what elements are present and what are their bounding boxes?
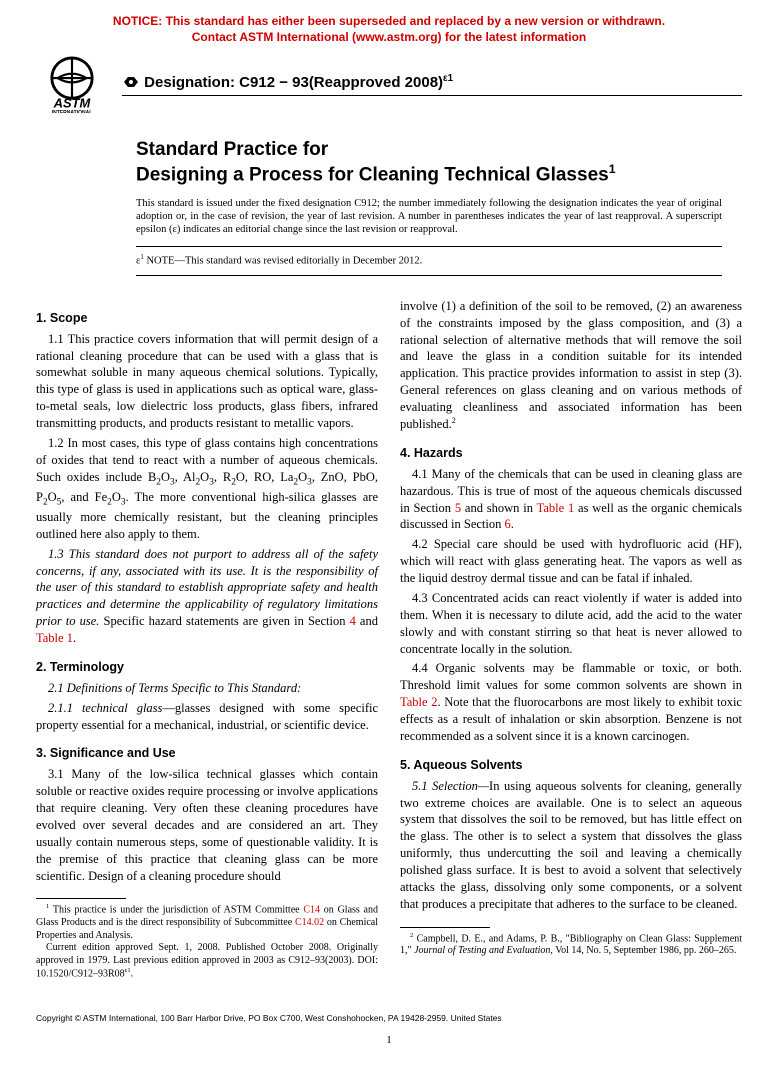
notice-banner: NOTICE: This standard has either been su… <box>36 14 742 45</box>
section-4-head: 4. Hazards <box>400 445 742 462</box>
section-1-head: 1. Scope <box>36 310 378 327</box>
editorial-note: ε1 NOTE—This standard was revised editor… <box>136 246 722 276</box>
logo-text: ASTM <box>53 96 91 111</box>
designation-icon <box>122 75 140 89</box>
left-column: 1. Scope 1.1 This practice covers inform… <box>36 298 378 981</box>
designation-text: Designation: C912 − 93(Reapproved 2008) <box>144 74 443 91</box>
issue-note: This standard is issued under the fixed … <box>136 197 722 236</box>
title-block: Standard Practice for Designing a Proces… <box>136 139 722 276</box>
para-2-1-1: 2.1.1 technical glass—glasses designed w… <box>36 700 378 734</box>
logo-subtext: INTERNATIONAL <box>52 110 93 113</box>
para-3-1: 3.1 Many of the low-silica technical gla… <box>36 766 378 884</box>
copyright-line: Copyright © ASTM International, 100 Barr… <box>36 1013 742 1024</box>
footnote-2: 2 Campbell, D. E., and Adams, P. B., "Bi… <box>400 932 742 958</box>
footnote-1: 1 This practice is under the jurisdictio… <box>36 903 378 942</box>
astm-logo: ASTM INTERNATIONAL <box>36 55 108 113</box>
para-1-2: 1.2 In most cases, this type of glass co… <box>36 435 378 543</box>
notice-line1: NOTICE: This standard has either been su… <box>113 14 665 28</box>
header-rule <box>122 95 742 96</box>
ref-table-1[interactable]: Table 1 <box>36 631 73 645</box>
para-2-1: 2.1 Definitions of Terms Specific to Thi… <box>36 680 378 697</box>
designation-suffix: ε1 <box>443 73 453 84</box>
para-4-4: 4.4 Organic solvents may be flammable or… <box>400 660 742 744</box>
section-2-head: 2. Terminology <box>36 659 378 676</box>
footnote-rule-left <box>36 898 126 899</box>
body-columns: 1. Scope 1.1 This practice covers inform… <box>36 298 742 981</box>
header-row: ASTM INTERNATIONAL Designation: C912 − 9… <box>36 55 742 113</box>
section-3-head: 3. Significance and Use <box>36 745 378 762</box>
ref-table-2[interactable]: Table 2 <box>400 695 437 709</box>
para-1-1: 1.1 This practice covers information tha… <box>36 331 378 432</box>
page-number: 1 <box>36 1033 742 1048</box>
para-1-3: 1.3 This standard does not purport to ad… <box>36 546 378 647</box>
para-5-1: 5.1 Selection—In using aqueous solvents … <box>400 778 742 913</box>
ref-table-1b[interactable]: Table 1 <box>537 501 575 515</box>
title-line1: Standard Practice for <box>136 139 722 162</box>
para-3-cont: involve (1) a definition of the soil to … <box>400 298 742 433</box>
notice-line2: Contact ASTM International (www.astm.org… <box>192 30 586 44</box>
designation: Designation: C912 − 93(Reapproved 2008)ε… <box>122 72 742 93</box>
ref-c14[interactable]: C14 <box>303 905 320 916</box>
right-column: involve (1) a definition of the soil to … <box>400 298 742 981</box>
ref-c1402[interactable]: C14.02 <box>295 917 324 928</box>
footnote-1-p2: Current edition approved Sept. 1, 2008. … <box>36 942 378 981</box>
para-4-1: 4.1 Many of the chemicals that can be us… <box>400 466 742 534</box>
para-4-2: 4.2 Special care should be used with hyd… <box>400 536 742 587</box>
para-4-3: 4.3 Concentrated acids can react violent… <box>400 590 742 658</box>
section-5-head: 5. Aqueous Solvents <box>400 757 742 774</box>
footnote-rule-right <box>400 927 490 928</box>
title-line2: Designing a Process for Cleaning Technic… <box>136 162 722 187</box>
